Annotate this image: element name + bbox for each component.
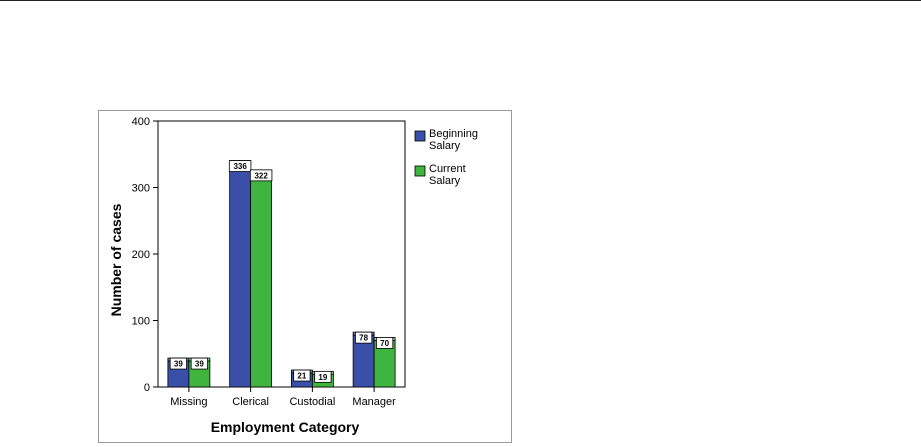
x-axis-title: Employment Category: [211, 419, 360, 435]
bar-missing-beginning-salary-label-box: [169, 357, 187, 370]
legend-label-1-line-0: Current: [429, 163, 466, 175]
bar-manager-current-salary-label-box: [376, 337, 394, 349]
y-tick-label-2: 200: [132, 249, 150, 261]
top-divider: [0, 0, 921, 1]
chart-frame: 0 100 200 300 400 Missing Clerical Custodial Man…: [98, 110, 512, 443]
x-tick-label-custodial: Custodial: [289, 396, 335, 408]
bar-custodial-current-salary-label-box: [314, 370, 332, 383]
y-tick-label-0: 0: [144, 382, 150, 394]
legend-swatch-1: [414, 165, 426, 177]
legend-label-0-line-1: Salary: [429, 140, 461, 152]
bar-manager-beginning-salary-label-box: [355, 331, 373, 344]
axes-layer: 0 100 200 300 400 Missing Clerical Custodial Man…: [132, 116, 406, 408]
bar-custodial-beginning-salary-label: 21: [297, 372, 306, 381]
legend-swatch-0: [414, 130, 426, 142]
x-tick-label-clerical: Clerical: [232, 396, 269, 408]
bar-clerical-current-salary: [250, 172, 273, 388]
y-axis-title: Number of cases: [108, 203, 124, 316]
legend-label-1-line-1: Salary: [429, 175, 461, 187]
bar-custodial-beginning-salary-label-box: [293, 369, 311, 382]
bar-clerical-beginning-salary-label-box: [228, 160, 252, 172]
bar-missing-beginning-salary-label: 39: [174, 360, 183, 369]
bar-manager-current-salary-label: 70: [380, 339, 389, 348]
bar-chart: 0 100 200 300 400 Missing Clerical Custodial Man…: [108, 116, 478, 435]
bar-clerical-current-salary-label: 322: [254, 171, 268, 180]
bars-layer: [167, 160, 396, 388]
bar-missing-current-salary-label: 39: [195, 360, 204, 369]
x-tick-label-manager: Manager: [352, 396, 396, 408]
y-tick-label-4: 400: [132, 116, 150, 128]
y-tick-label-3: 300: [132, 183, 150, 195]
y-tick-label-1: 100: [132, 316, 150, 328]
bar-clerical-current-salary-label-box: [249, 169, 273, 182]
legend-label-0-line-0: Beginning: [429, 128, 478, 140]
bar-custodial-current-salary-label: 19: [318, 373, 327, 382]
bar-clerical-beginning-salary: [229, 163, 252, 388]
x-tick-label-missing: Missing: [170, 396, 207, 408]
bar-manager-beginning-salary-label: 78: [359, 334, 368, 343]
bar-missing-current-salary-label-box: [190, 357, 208, 370]
bar-clerical-beginning-salary-label: 336: [233, 162, 247, 171]
data-labels-layer: 39 39 336 322 21 19 78 70: [169, 160, 394, 383]
